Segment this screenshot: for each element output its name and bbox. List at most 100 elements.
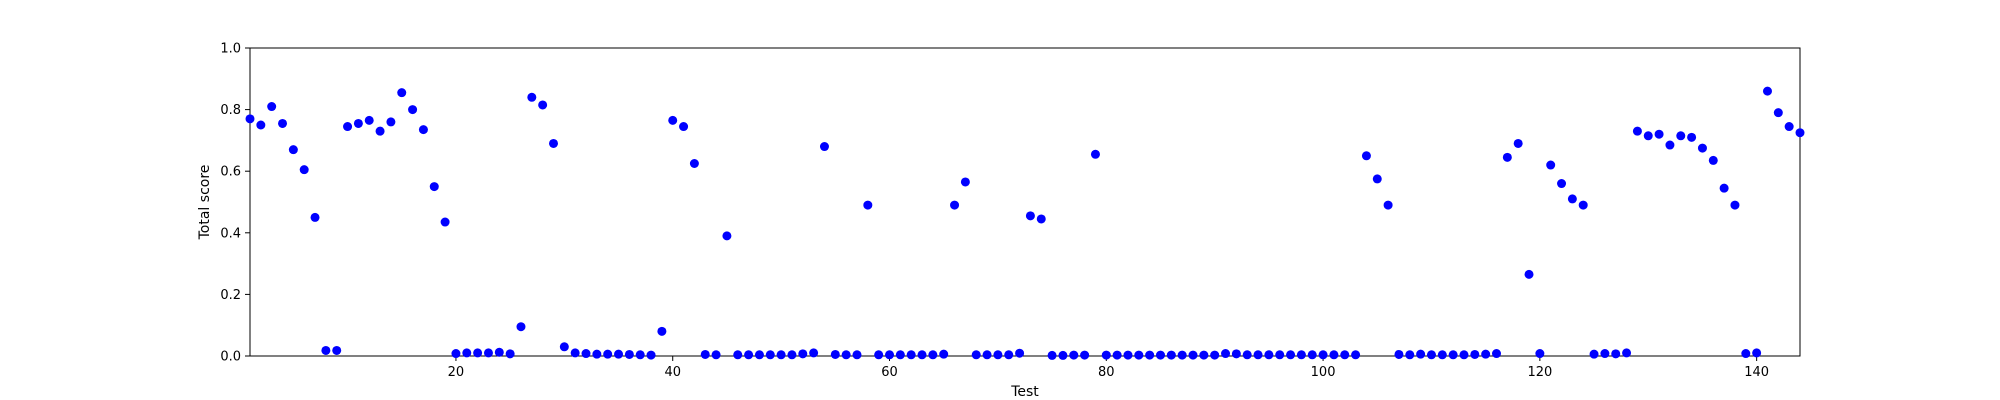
data-point xyxy=(852,350,862,360)
data-point xyxy=(646,350,656,360)
data-point xyxy=(1697,143,1707,153)
x-tick-label: 20 xyxy=(448,365,465,380)
data-point xyxy=(321,345,331,355)
data-point xyxy=(1372,174,1382,184)
data-point xyxy=(939,349,949,359)
data-point xyxy=(1448,350,1458,360)
y-axis-label: Total score xyxy=(197,165,213,241)
data-point xyxy=(798,349,808,359)
data-point xyxy=(1719,183,1729,193)
data-point xyxy=(1557,179,1567,189)
data-point xyxy=(1340,350,1350,360)
data-point xyxy=(906,350,916,360)
data-point xyxy=(570,348,580,358)
data-point xyxy=(1611,349,1621,359)
data-point xyxy=(1394,349,1404,359)
data-point xyxy=(386,117,396,127)
data-point xyxy=(635,350,645,360)
data-point xyxy=(1437,350,1447,360)
x-axis-ticks: 20 40 60 80 100 120 140 xyxy=(448,356,1769,380)
data-point xyxy=(885,350,895,360)
data-point xyxy=(1600,349,1610,359)
data-point xyxy=(267,102,277,112)
data-point xyxy=(895,350,905,360)
data-point xyxy=(1643,131,1653,141)
data-point xyxy=(397,88,407,98)
data-point xyxy=(657,326,667,336)
data-point xyxy=(993,350,1003,360)
x-tick-label: 40 xyxy=(664,365,681,380)
data-point xyxy=(288,145,298,155)
data-point xyxy=(1329,350,1339,360)
data-point xyxy=(1145,350,1155,360)
data-point xyxy=(473,348,483,358)
data-point xyxy=(1535,349,1545,359)
data-point xyxy=(1741,349,1751,359)
data-point xyxy=(581,349,591,359)
data-point xyxy=(559,342,569,352)
data-point xyxy=(1047,350,1057,360)
data-point xyxy=(841,350,851,360)
data-point xyxy=(353,118,363,128)
data-point xyxy=(1307,350,1317,360)
data-point xyxy=(1069,350,1079,360)
data-point xyxy=(744,350,754,360)
data-point xyxy=(1090,149,1100,159)
data-point xyxy=(1004,350,1014,360)
data-point xyxy=(776,350,786,360)
data-point xyxy=(917,350,927,360)
data-point xyxy=(245,114,255,124)
data-point xyxy=(1546,160,1556,170)
data-point xyxy=(1524,269,1534,279)
data-point xyxy=(278,118,288,128)
data-point xyxy=(592,349,602,359)
data-point xyxy=(429,182,439,192)
data-point xyxy=(722,231,732,241)
data-point xyxy=(1275,350,1285,360)
data-point xyxy=(1470,349,1480,359)
y-tick-label: 0.6 xyxy=(220,165,241,180)
data-point xyxy=(1492,349,1502,359)
y-tick-label: 1.0 xyxy=(220,42,241,57)
data-point xyxy=(1318,350,1328,360)
data-point xyxy=(256,120,266,130)
data-point xyxy=(1665,140,1675,150)
y-tick-label: 0.8 xyxy=(220,103,241,118)
plot-frame xyxy=(249,47,1801,357)
data-point xyxy=(819,142,829,152)
data-point xyxy=(1578,200,1588,210)
data-point xyxy=(1296,350,1306,360)
data-point xyxy=(787,350,797,360)
data-point xyxy=(1123,350,1133,360)
data-point xyxy=(679,122,689,132)
data-point xyxy=(1286,350,1296,360)
data-point xyxy=(310,212,320,222)
x-tick-label: 140 xyxy=(1744,365,1769,380)
data-point xyxy=(1015,348,1025,358)
y-tick-label: 0.2 xyxy=(220,288,241,303)
data-point xyxy=(1177,350,1187,360)
data-point xyxy=(343,122,353,132)
data-point xyxy=(483,348,493,358)
data-point xyxy=(1080,350,1090,360)
data-point xyxy=(1426,350,1436,360)
data-point xyxy=(668,115,678,125)
data-point xyxy=(1134,350,1144,360)
x-tick-label: 100 xyxy=(1311,365,1336,380)
y-tick-label: 0.4 xyxy=(220,226,241,241)
data-point xyxy=(418,125,428,135)
data-point xyxy=(603,349,613,359)
data-point xyxy=(1795,128,1805,138)
data-point xyxy=(765,350,775,360)
data-point xyxy=(1513,138,1523,148)
data-point xyxy=(700,349,710,359)
data-point xyxy=(1589,349,1599,359)
data-point xyxy=(462,348,472,358)
data-point xyxy=(408,105,418,115)
data-point xyxy=(548,138,558,148)
x-tick-label: 80 xyxy=(1098,365,1115,380)
data-point xyxy=(1188,350,1198,360)
data-point xyxy=(830,349,840,359)
data-point xyxy=(332,345,342,355)
